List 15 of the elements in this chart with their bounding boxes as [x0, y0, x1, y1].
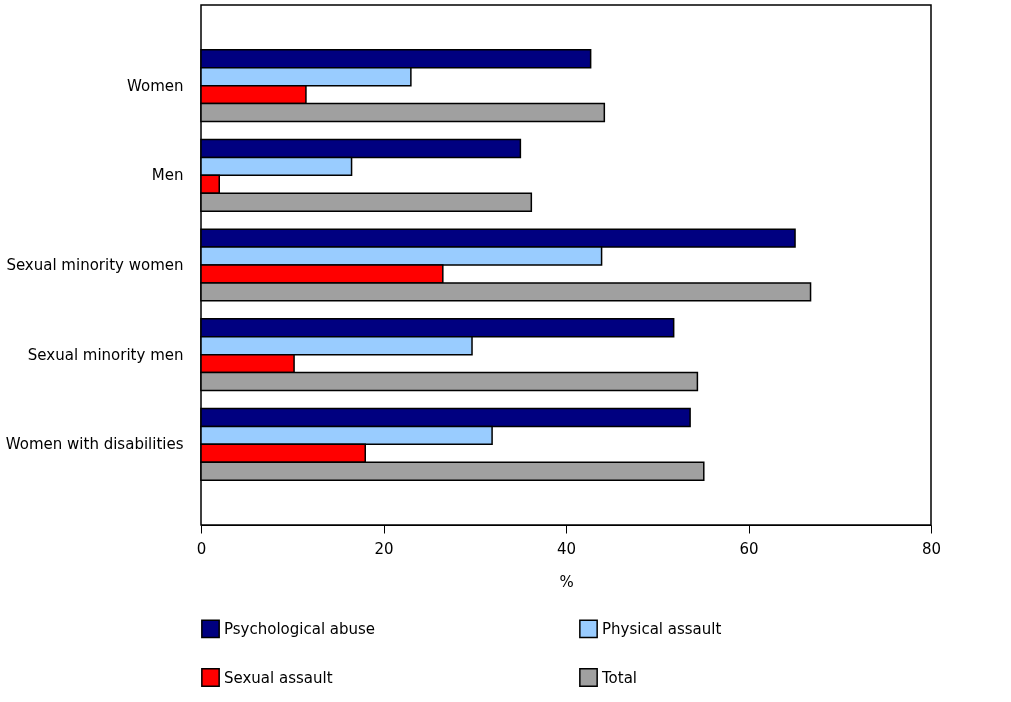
x-tick-label: 0 — [196, 539, 207, 558]
x-tick-label: 60 — [739, 539, 759, 558]
x-axis-title: % — [559, 572, 574, 591]
y-tick-label: Sexual minority women — [6, 256, 184, 274]
y-tick-label: Men — [151, 166, 184, 185]
x-tick-label: 80 — [921, 539, 942, 558]
y-tick-label: Sexual minority men — [27, 345, 184, 364]
legend-label: Sexual assault — [224, 668, 333, 687]
y-tick-label: Women — [127, 76, 184, 95]
x-tick-label: 40 — [556, 539, 577, 558]
y-tick-label: Women with disabilities — [5, 435, 184, 454]
legend-label: Total — [601, 668, 638, 687]
x-tick-label: 20 — [374, 539, 394, 558]
legend-label: Psychological abuse — [224, 619, 376, 638]
legend-label: Physical assault — [602, 619, 722, 638]
